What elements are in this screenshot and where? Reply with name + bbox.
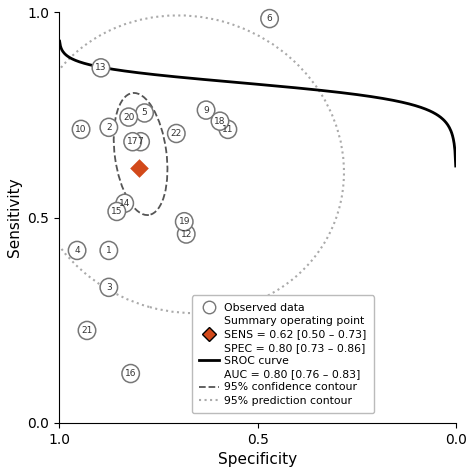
Circle shape bbox=[68, 241, 86, 259]
Text: 21: 21 bbox=[82, 326, 93, 335]
Circle shape bbox=[168, 125, 185, 143]
Circle shape bbox=[116, 194, 134, 212]
Text: 18: 18 bbox=[214, 117, 226, 126]
Circle shape bbox=[177, 225, 195, 243]
Circle shape bbox=[132, 133, 149, 151]
Circle shape bbox=[78, 321, 96, 339]
Text: 14: 14 bbox=[119, 199, 130, 208]
Text: 12: 12 bbox=[181, 229, 192, 238]
Text: 16: 16 bbox=[125, 369, 137, 378]
Text: 15: 15 bbox=[111, 207, 122, 216]
Circle shape bbox=[122, 365, 139, 383]
Circle shape bbox=[211, 112, 228, 130]
Text: 13: 13 bbox=[95, 64, 107, 73]
Circle shape bbox=[100, 241, 118, 259]
Circle shape bbox=[261, 9, 278, 27]
Circle shape bbox=[219, 120, 237, 138]
Text: 2: 2 bbox=[106, 123, 112, 132]
Circle shape bbox=[124, 133, 141, 151]
Text: 7: 7 bbox=[138, 137, 144, 146]
X-axis label: Specificity: Specificity bbox=[218, 452, 297, 467]
Circle shape bbox=[136, 104, 153, 122]
Text: 22: 22 bbox=[171, 129, 182, 138]
Circle shape bbox=[92, 59, 109, 77]
Text: 5: 5 bbox=[142, 109, 147, 118]
Circle shape bbox=[120, 108, 137, 126]
Text: 6: 6 bbox=[267, 14, 273, 23]
Text: 11: 11 bbox=[222, 125, 234, 134]
Circle shape bbox=[197, 101, 215, 119]
Text: 10: 10 bbox=[75, 125, 87, 134]
Text: 1: 1 bbox=[106, 246, 112, 255]
Text: 9: 9 bbox=[203, 106, 209, 115]
Circle shape bbox=[100, 118, 118, 137]
Text: 19: 19 bbox=[179, 217, 190, 226]
Text: 17: 17 bbox=[127, 137, 138, 146]
Circle shape bbox=[175, 213, 193, 231]
Y-axis label: Sensitivity: Sensitivity bbox=[7, 178, 22, 257]
Text: 4: 4 bbox=[74, 246, 80, 255]
Circle shape bbox=[73, 120, 90, 138]
Circle shape bbox=[108, 202, 126, 220]
Point bbox=[135, 164, 142, 172]
Legend: Observed data, Summary operating point, SENS = 0.62 [0.50 – 0.73], SPEC = 0.80 [: Observed data, Summary operating point, … bbox=[191, 295, 374, 413]
Text: 20: 20 bbox=[123, 113, 134, 121]
Circle shape bbox=[100, 278, 118, 296]
Text: 3: 3 bbox=[106, 283, 112, 292]
